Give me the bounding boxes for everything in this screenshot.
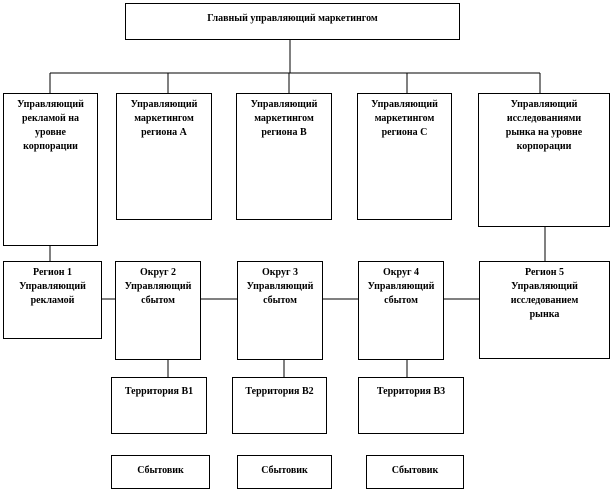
box-text: Сбытовик xyxy=(261,465,308,476)
box-text: рынка xyxy=(529,309,560,320)
box-text: сбытом xyxy=(384,295,418,306)
district-2-box: Округ 2 Управляющий сбытом xyxy=(115,261,201,360)
box-text: рекламой xyxy=(30,295,75,306)
salesman-box-1: Сбытовик xyxy=(111,455,210,489)
box-text: региона А xyxy=(141,127,187,138)
box-text: региона В xyxy=(261,127,307,138)
market-research-manager-box: Управляющий исследованиями рынка на уров… xyxy=(478,93,610,227)
box-text: Управляющий xyxy=(124,281,192,292)
box-text: корпорации xyxy=(23,141,78,152)
territory-b1-box: Территория В1 xyxy=(111,377,207,434)
box-text: Округ 3 xyxy=(261,267,298,278)
box-text: Территория В1 xyxy=(124,386,194,397)
box-text: Сбытовик xyxy=(391,465,439,476)
district-4-box: Округ 4 Управляющий сбытом xyxy=(358,261,444,360)
box-text: сбытом xyxy=(263,295,297,306)
box-text: Управляющий xyxy=(371,99,438,110)
region-1-box: Регион 1 Управляющий рекламой xyxy=(3,261,102,339)
box-text: Округ 2 xyxy=(139,267,176,278)
box-text: Управляющий xyxy=(510,99,578,110)
box-text: Управляющий xyxy=(250,99,318,110)
box-text: Сбытовик xyxy=(137,465,184,476)
box-text: исследованием xyxy=(510,295,579,306)
box-text: Управляющий xyxy=(367,281,435,292)
box-text: Управляющий xyxy=(246,281,314,292)
district-3-box: Округ 3 Управляющий сбытом xyxy=(237,261,323,360)
box-text: исследованиями xyxy=(506,113,582,124)
chief-marketing-manager-box: Главный управляющий маркетингом xyxy=(125,3,460,40)
box-text: маркетингом xyxy=(134,113,194,124)
box-text: маркетингом xyxy=(374,113,435,124)
box-text: маркетингом xyxy=(254,113,314,124)
box-text: Территория В2 xyxy=(245,386,314,397)
box-text: уровне xyxy=(35,127,66,138)
box-text: Округ 4 xyxy=(382,267,419,278)
territory-b3-box: Территория В3 xyxy=(358,377,464,434)
box-text: Регион 5 xyxy=(525,267,564,278)
box-text: Регион 1 xyxy=(33,267,72,278)
advertising-manager-box: Управляющий рекламой на уровне корпораци… xyxy=(3,93,98,246)
region-a-manager-box: Управляющий маркетингом региона А xyxy=(116,93,212,220)
box-text: Управляющий xyxy=(17,99,84,110)
territory-b2-box: Территория В2 xyxy=(232,377,327,434)
region-5-box: Регион 5 Управляющий исследованием рынка xyxy=(479,261,610,359)
box-text: рекламой на xyxy=(21,113,80,124)
box-text: Управляющий xyxy=(130,99,198,110)
box-text: региона С xyxy=(381,127,428,138)
region-b-manager-box: Управляющий маркетингом региона В xyxy=(236,93,332,220)
box-text: Управляющий xyxy=(19,281,86,292)
box-text: корпорации xyxy=(516,141,572,152)
region-c-manager-box: Управляющий маркетингом региона С xyxy=(357,93,452,220)
box-text: рынка на уровне xyxy=(505,127,583,138)
box-text: сбытом xyxy=(141,295,175,306)
salesman-box-3: Сбытовик xyxy=(366,455,464,489)
salesman-box-2: Сбытовик xyxy=(237,455,332,489)
box-text: Территория В3 xyxy=(376,386,446,397)
box-text: Управляющий xyxy=(511,281,578,292)
box-text: Главный управляющий маркетингом xyxy=(207,13,378,24)
